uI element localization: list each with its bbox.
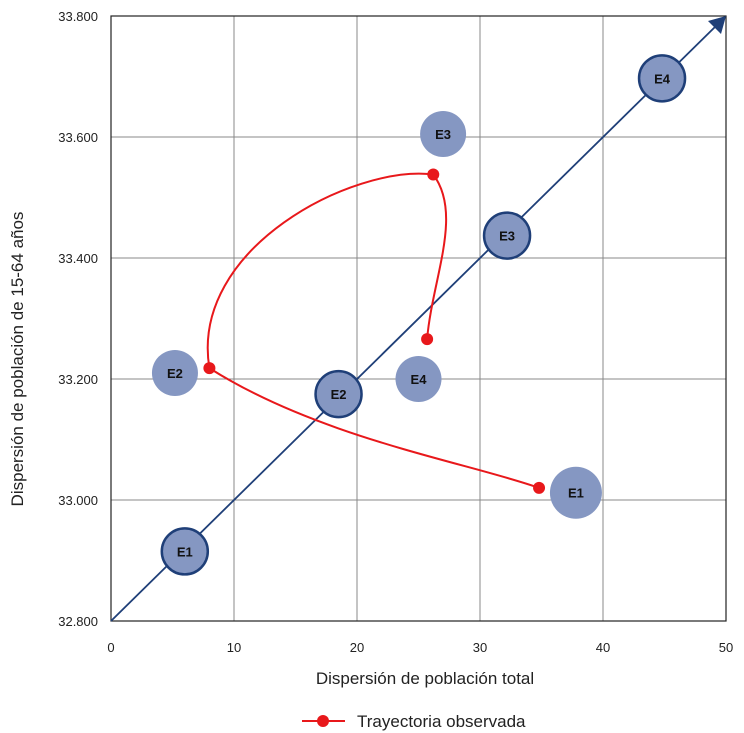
y-tick-label: 33.400 <box>58 251 98 266</box>
bubble-circle <box>314 369 363 419</box>
x-tick-label: 50 <box>719 640 733 655</box>
bubble-circle <box>151 349 198 396</box>
trajectory-point-2 <box>203 362 216 375</box>
y-tick-label: 33.000 <box>58 493 98 508</box>
tick-labels: 0 10 20 30 40 50 32.800 33.000 33.200 33.400 33.60… <box>58 9 733 655</box>
grid-lines <box>110 15 727 622</box>
legend-marker <box>317 715 329 727</box>
bubbles: E1 E2 E3 E4 E1 E2 E3 E4 <box>151 54 687 576</box>
x-axis-title: Dispersión de población total <box>316 669 534 688</box>
bubble-circle <box>420 110 467 157</box>
plot-frame <box>110 15 727 622</box>
bubble-circle <box>395 356 442 402</box>
bubble-circle <box>160 527 210 576</box>
diagonal-line <box>110 23 719 622</box>
legend: Trayectoria observada <box>302 712 526 731</box>
y-tick-label: 33.200 <box>58 372 98 387</box>
bubble-label: E2 <box>331 387 347 402</box>
bubble-e2-offset: E2 <box>151 349 198 396</box>
x-tick-label: 10 <box>227 640 241 655</box>
trajectory-series <box>203 168 546 494</box>
bubble-e2-diagonal: E2 <box>314 369 363 419</box>
y-tick-label: 33.600 <box>58 130 98 145</box>
x-tick-label: 0 <box>107 640 114 655</box>
trajectory-line <box>206 172 540 489</box>
bubble-label: E1 <box>568 486 584 501</box>
legend-entry: Trayectoria observada <box>357 712 526 731</box>
bubble-circle <box>637 54 687 103</box>
bubble-e3-offset: E3 <box>420 110 467 157</box>
bubble-label: E2 <box>167 366 183 381</box>
bubble-label: E4 <box>411 372 428 387</box>
bubble-e1-offset: E1 <box>549 466 602 519</box>
y-tick-label: 32.800 <box>58 614 98 629</box>
diagonal-arrowhead <box>708 16 726 34</box>
bubble-label: E1 <box>177 544 193 559</box>
y-axis-title: Dispersión de población de 15-64 años <box>8 212 27 507</box>
bubble-e4-offset: E4 <box>395 356 442 402</box>
bubble-label: E4 <box>654 71 671 86</box>
x-tick-label: 30 <box>473 640 487 655</box>
x-tick-label: 40 <box>596 640 610 655</box>
bubble-circle <box>549 466 602 519</box>
bubble-label: E3 <box>435 127 451 142</box>
trajectory-point-3 <box>427 168 440 181</box>
bubble-e4-diagonal: E4 <box>637 54 687 103</box>
diagonal-arrow <box>110 16 726 622</box>
trajectory-point-4 <box>421 333 434 346</box>
x-tick-label: 20 <box>350 640 364 655</box>
trajectory-point-1 <box>533 481 546 494</box>
bubble-label: E3 <box>499 229 515 244</box>
bubble-e3-diagonal: E3 <box>482 211 532 260</box>
bubble-circle <box>482 211 532 260</box>
bubble-e1-diagonal: E1 <box>160 527 210 576</box>
y-tick-label: 33.800 <box>58 9 98 24</box>
